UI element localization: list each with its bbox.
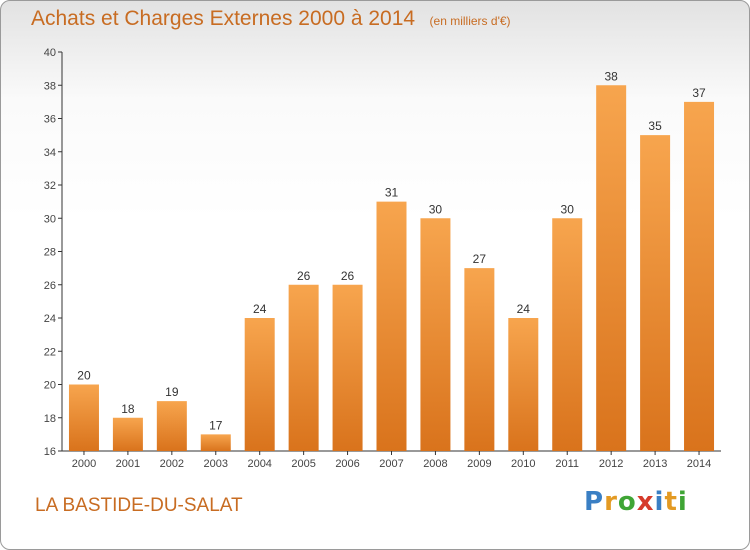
x-tick-label: 2003 [204, 458, 228, 470]
y-tick-label: 18 [44, 413, 56, 425]
bar-value-label: 27 [473, 252, 487, 266]
x-tick-label: 2007 [379, 458, 403, 470]
bar [156, 401, 187, 451]
x-tick-label: 2002 [160, 458, 184, 470]
x-tick-label: 2000 [72, 458, 96, 470]
bar [332, 284, 363, 451]
y-tick-label: 24 [44, 313, 56, 325]
x-tick-label: 2011 [555, 458, 579, 470]
x-tick-label: 2012 [599, 458, 623, 470]
y-tick-label: 28 [44, 247, 56, 259]
y-tick-label: 22 [44, 346, 56, 358]
x-tick-label: 2004 [247, 458, 271, 470]
bar-value-label: 17 [209, 418, 223, 432]
bar-value-label: 31 [385, 186, 399, 200]
bar [376, 201, 407, 451]
y-tick-label: 40 [44, 47, 56, 59]
logo-letter: P [584, 487, 605, 517]
x-tick-label: 2008 [423, 458, 447, 470]
bar [244, 318, 275, 451]
bar [464, 268, 495, 451]
x-tick-label: 2013 [643, 458, 667, 470]
chart-subtitle: (en milliers d'€) [429, 14, 511, 28]
bar-value-label: 37 [692, 86, 706, 100]
y-tick-label: 32 [44, 180, 56, 192]
x-tick-label: 2010 [511, 458, 535, 470]
title-row: Achats et Charges Externes 2000 à 2014 (… [31, 7, 511, 31]
y-tick-label: 38 [44, 80, 56, 92]
bar-value-label: 18 [121, 402, 135, 416]
bar-value-label: 35 [648, 119, 662, 133]
bar [552, 218, 583, 451]
y-tick-label: 36 [44, 114, 56, 126]
bar-value-label: 26 [297, 269, 311, 283]
bar [508, 318, 539, 451]
proxiti-logo[interactable]: Proxiti [584, 487, 688, 517]
bar [640, 135, 671, 451]
logo-letter: x [636, 487, 655, 517]
bar [596, 85, 627, 451]
x-tick-label: 2014 [687, 458, 711, 470]
x-tick-label: 2006 [335, 458, 359, 470]
y-tick-label: 16 [44, 446, 56, 458]
bar [420, 218, 451, 451]
y-tick-label: 20 [44, 380, 56, 392]
logo-letter: o [617, 487, 637, 517]
bar-value-label: 20 [77, 369, 91, 383]
bar-value-label: 24 [253, 302, 267, 316]
bar [68, 384, 99, 451]
bar-value-label: 30 [429, 202, 443, 216]
y-tick-label: 26 [44, 280, 56, 292]
bar-value-label: 30 [561, 202, 575, 216]
logo-letter: t [664, 487, 678, 517]
logo-letter: r [604, 487, 618, 517]
bar-value-label: 38 [604, 69, 618, 83]
y-tick-label: 34 [44, 147, 56, 159]
x-tick-label: 2005 [291, 458, 315, 470]
x-tick-label: 2001 [116, 458, 140, 470]
commune-name: LA BASTIDE-DU-SALAT [35, 495, 243, 516]
bar-value-label: 24 [517, 302, 531, 316]
bars [68, 85, 715, 451]
logo-letter: i [654, 487, 665, 517]
labels: 20 2000 18 2001 19 2002 17 2003 24 2004 26 2005 26 20… [72, 69, 712, 470]
x-tick-label: 2009 [467, 458, 491, 470]
bar [288, 284, 319, 451]
chart-title: Achats et Charges Externes 2000 à 2014 [31, 7, 416, 30]
bar [112, 417, 143, 451]
bar [684, 101, 715, 451]
y-tick-label: 30 [44, 213, 56, 225]
bar-value-label: 26 [341, 269, 355, 283]
bar [200, 434, 231, 451]
bar-value-label: 19 [165, 385, 179, 399]
logo-letter: i [677, 487, 688, 517]
